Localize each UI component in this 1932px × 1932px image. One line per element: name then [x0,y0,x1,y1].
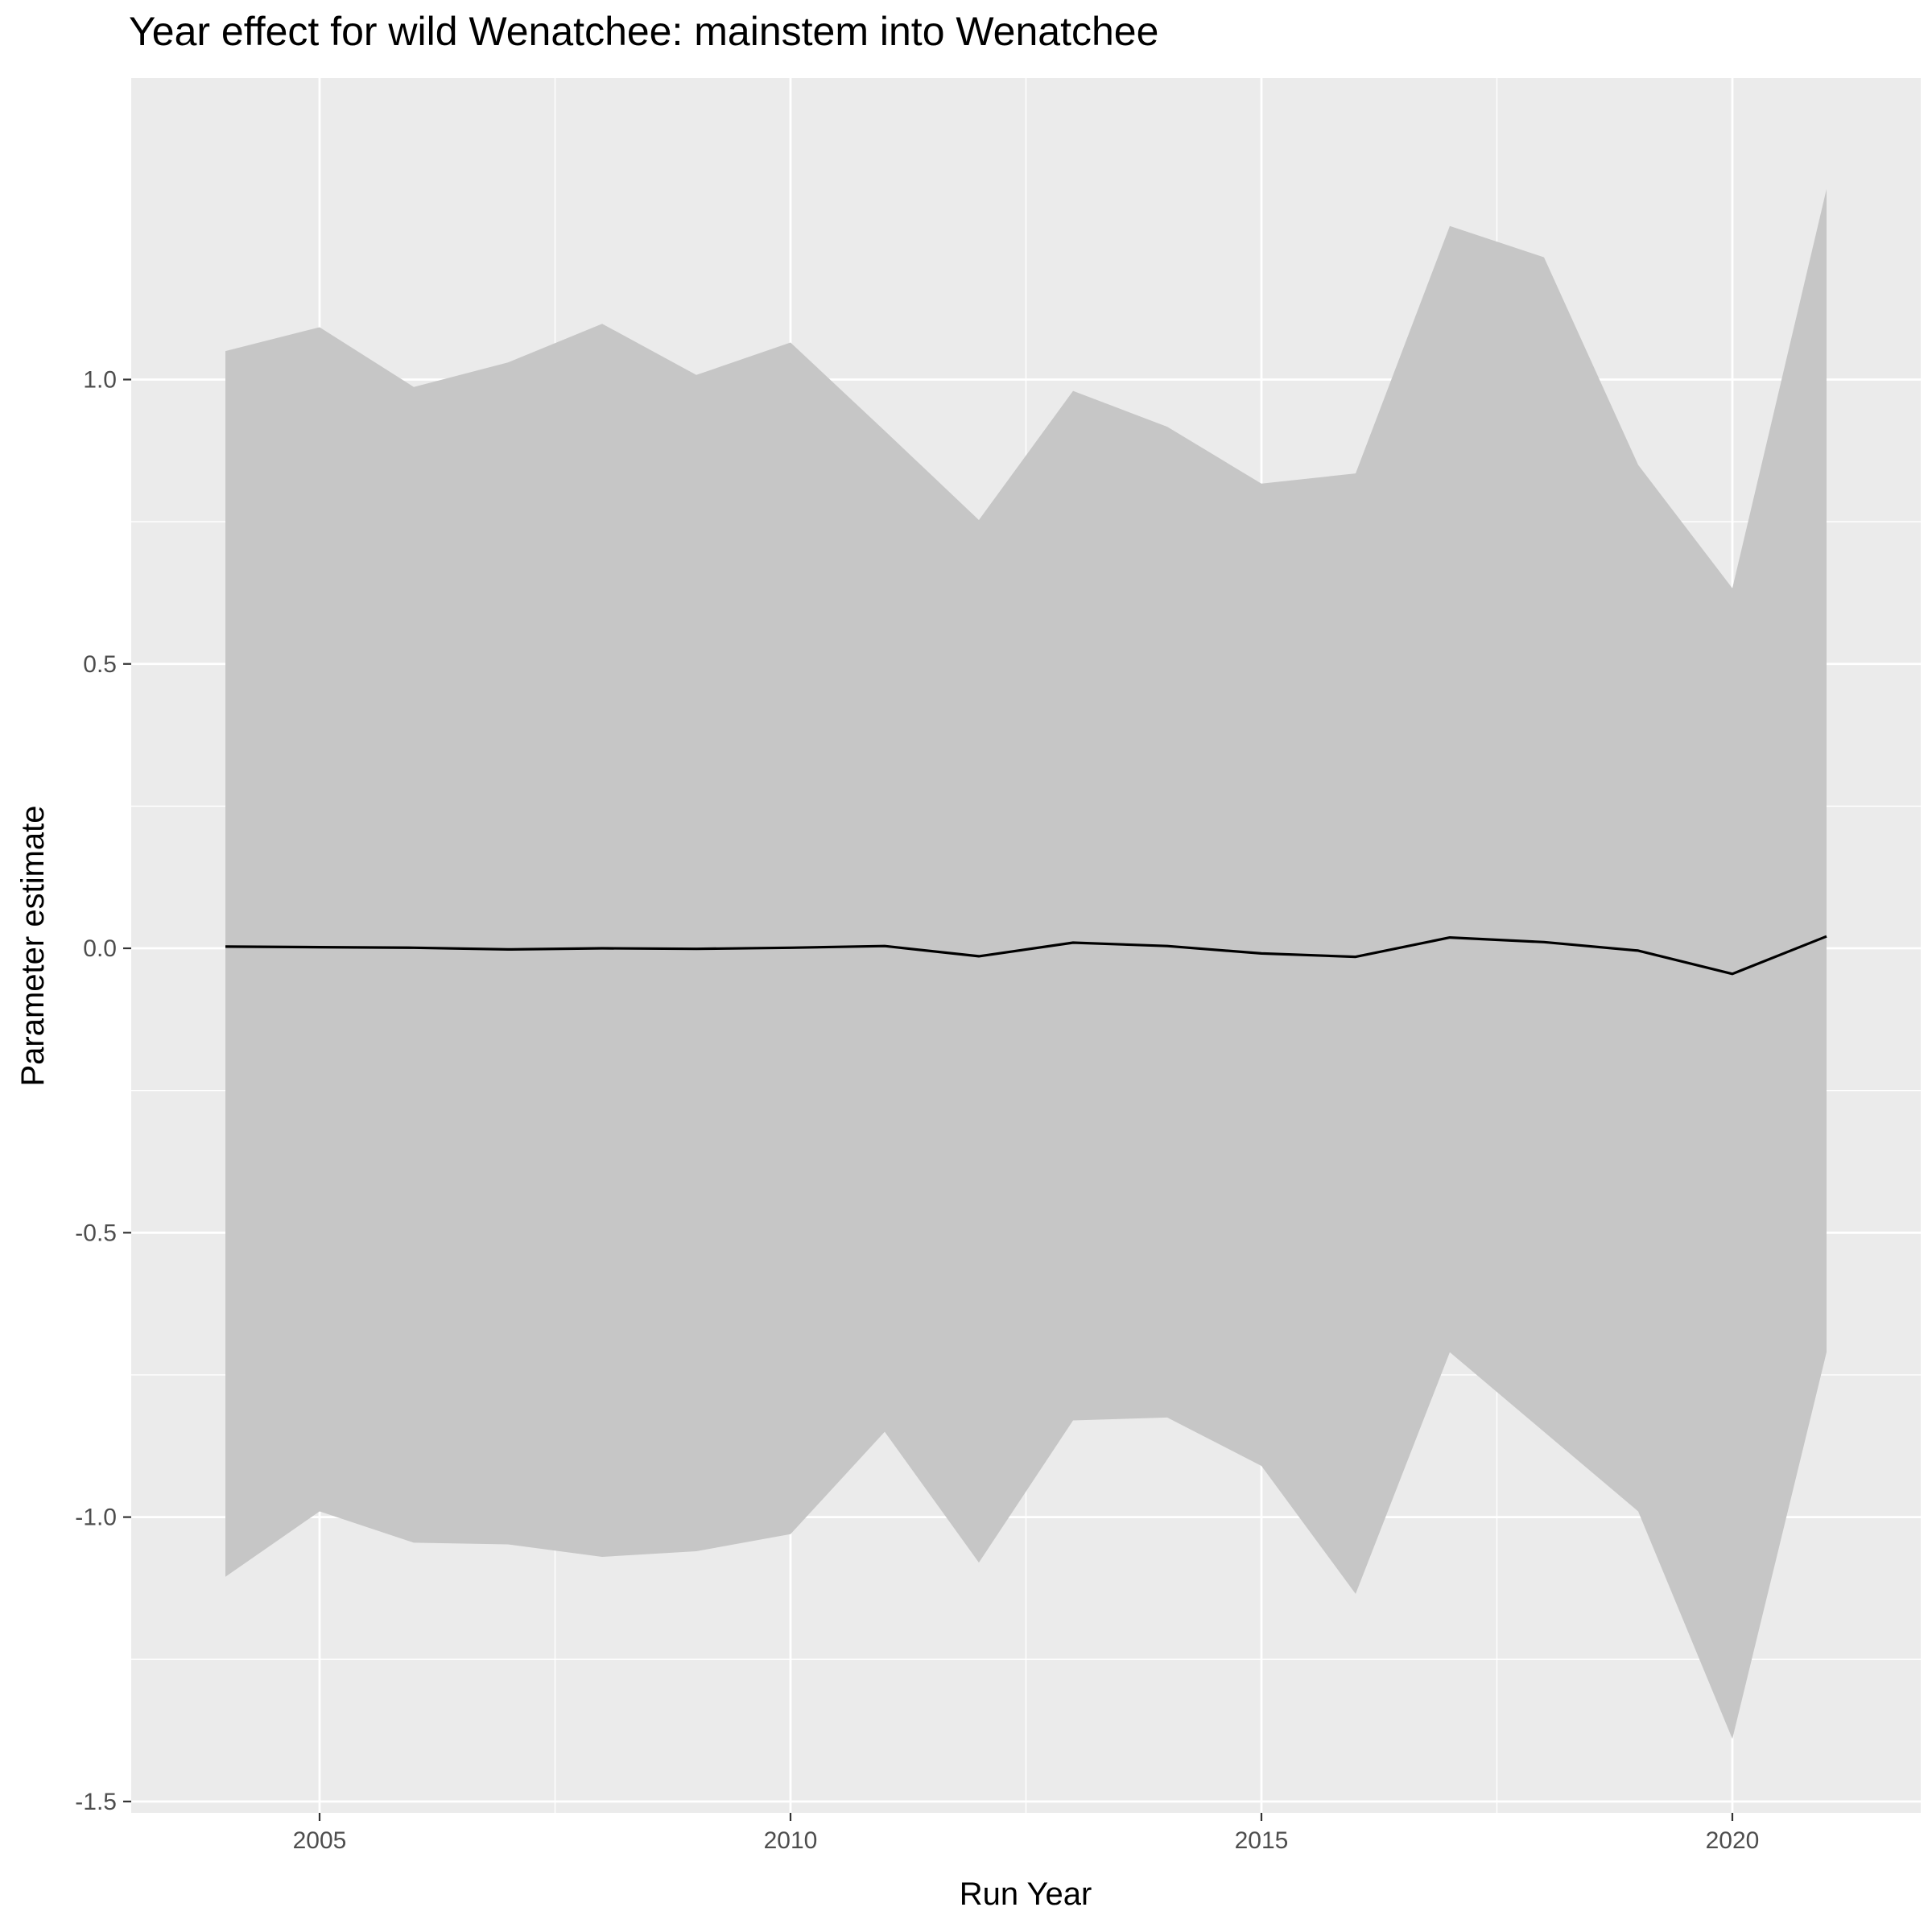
confidence-ribbon [225,188,1827,1740]
x-tick-label: 2020 [1706,1827,1760,1854]
y-axis-title: Parameter estimate [15,805,51,1086]
x-axis-title: Run Year [960,1876,1092,1912]
y-axis: -1.5 -1.0 -0.5 0.0 0.5 1.0 [75,366,131,1815]
y-tick-label: 1.0 [83,366,117,393]
y-tick-label: -1.5 [75,1789,117,1815]
x-tick-label: 2005 [293,1827,347,1854]
y-tick-label: 0.0 [83,935,117,962]
estimate-line [225,935,1827,976]
chart-title: Year effect for wild Wenatchee: mainstem… [129,9,1159,54]
y-tick-label: 0.5 [83,651,117,678]
confidence-ribbon-layer [225,188,1827,1740]
x-tick-label: 2015 [1235,1827,1289,1854]
y-tick-label: -1.0 [75,1505,117,1531]
x-tick-label: 2010 [764,1827,818,1854]
estimate-line-layer [225,935,1827,976]
x-axis: 2005 2010 2015 2020 [293,1813,1760,1854]
y-tick-label: -0.5 [75,1220,117,1246]
